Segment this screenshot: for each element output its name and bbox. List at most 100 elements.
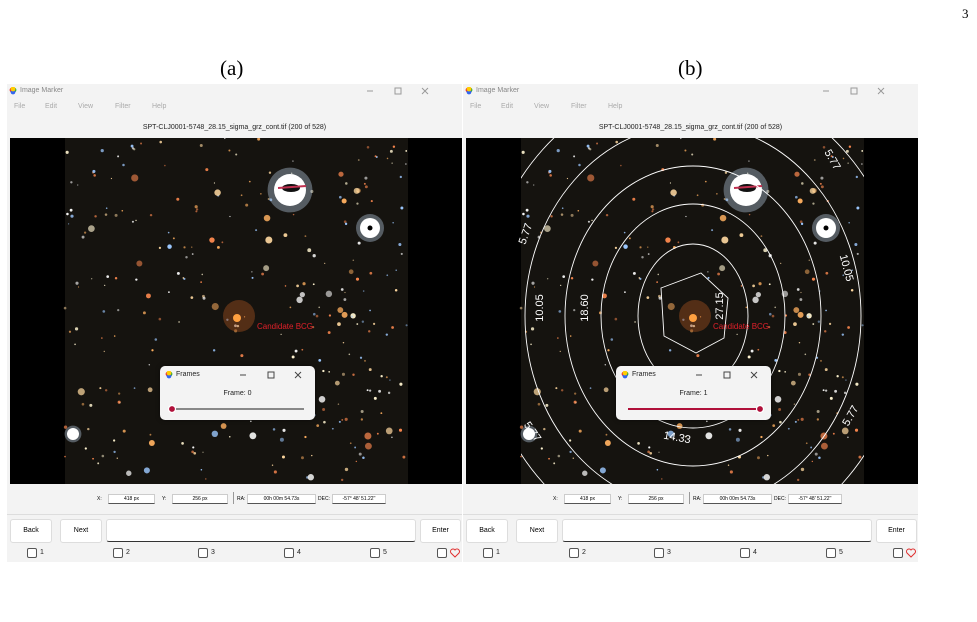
- star: [191, 450, 194, 454]
- star: [359, 356, 363, 359]
- checkbox[interactable]: [893, 548, 903, 558]
- star: [364, 359, 366, 362]
- star: [800, 467, 805, 472]
- star: [112, 439, 116, 442]
- checkbox[interactable]: [740, 548, 750, 558]
- star: [362, 290, 365, 292]
- menu-item[interactable]: Edit: [501, 103, 514, 110]
- star: [337, 322, 341, 327]
- menu-item[interactable]: Edit: [45, 103, 58, 110]
- star: [353, 187, 360, 194]
- star: [312, 254, 316, 258]
- image-title: SPT-CLJ0001-5748_28.15_sigma_grz_cont.ti…: [142, 124, 327, 131]
- star: [234, 329, 238, 333]
- star: [520, 455, 522, 458]
- checkbox[interactable]: [826, 548, 836, 558]
- button[interactable]: Next: [516, 519, 558, 543]
- star: [825, 309, 827, 312]
- star: [200, 281, 202, 283]
- checkbox[interactable]: [654, 548, 664, 558]
- field-value[interactable]: 256 px: [172, 494, 228, 504]
- field-value[interactable]: -57° 48' 51.22'': [332, 494, 386, 504]
- star: [74, 343, 76, 346]
- menu-item[interactable]: File: [470, 103, 482, 110]
- menu-item[interactable]: View: [534, 103, 550, 110]
- field-value[interactable]: 00h 00m 54.73s: [247, 494, 316, 504]
- checkbox[interactable]: [284, 548, 294, 558]
- field-value[interactable]: -57° 48' 51.22'': [788, 494, 842, 504]
- star: [721, 236, 729, 244]
- star: [67, 223, 70, 225]
- menu-item[interactable]: Help: [152, 103, 167, 110]
- star: [158, 317, 162, 321]
- star: [763, 248, 768, 253]
- star: [341, 198, 347, 204]
- field-value[interactable]: 418 px: [108, 494, 155, 504]
- checkbox[interactable]: [437, 548, 447, 558]
- star: [251, 271, 253, 273]
- star: [211, 430, 219, 438]
- star: [249, 432, 257, 440]
- star: [647, 450, 650, 454]
- star: [178, 321, 180, 323]
- star: [221, 241, 224, 244]
- close: [294, 371, 302, 379]
- field-value[interactable]: 256 px: [628, 494, 684, 504]
- button[interactable]: Back: [466, 519, 508, 543]
- icon-dot: [166, 371, 172, 376]
- star: [787, 427, 790, 430]
- star: [614, 317, 618, 321]
- favorite-heart[interactable]: [906, 548, 916, 558]
- star: [544, 225, 551, 232]
- field-value[interactable]: 00h 00m 54.73s: [703, 494, 772, 504]
- star: [307, 248, 312, 253]
- menu-item[interactable]: File: [14, 103, 26, 110]
- star: [248, 180, 251, 183]
- star: [255, 229, 258, 232]
- star: [385, 333, 389, 336]
- star: [405, 150, 408, 152]
- star: [797, 372, 802, 376]
- star: [757, 348, 760, 351]
- favorite-heart[interactable]: [450, 548, 460, 558]
- star: [793, 307, 800, 314]
- star: [391, 326, 394, 329]
- contour: [524, 138, 862, 484]
- menu-item[interactable]: Filter: [571, 103, 587, 110]
- contour: [564, 165, 822, 467]
- checkbox[interactable]: [569, 548, 579, 558]
- checkbox[interactable]: [113, 548, 123, 558]
- star: [296, 284, 299, 288]
- star: [586, 144, 590, 148]
- button[interactable]: Next: [60, 519, 102, 543]
- checkbox[interactable]: [198, 548, 208, 558]
- star: [70, 214, 74, 218]
- menu-item[interactable]: Help: [608, 103, 623, 110]
- button[interactable]: Enter: [876, 519, 917, 543]
- star: [101, 337, 103, 339]
- star: [800, 291, 802, 294]
- button[interactable]: Back: [10, 519, 52, 543]
- star: [145, 293, 151, 299]
- button[interactable]: Enter: [420, 519, 461, 543]
- star: [343, 298, 347, 301]
- comment-input[interactable]: [562, 519, 872, 542]
- field-value[interactable]: 418 px: [564, 494, 611, 504]
- star: [74, 327, 79, 331]
- star: [819, 182, 822, 185]
- star: [519, 306, 523, 310]
- checkbox[interactable]: [27, 548, 37, 558]
- checkbox[interactable]: [370, 548, 380, 558]
- star: [392, 222, 394, 224]
- menu-item[interactable]: Filter: [115, 103, 131, 110]
- checkbox[interactable]: [483, 548, 493, 558]
- star: [537, 402, 541, 406]
- menu-item[interactable]: View: [78, 103, 94, 110]
- star: [570, 213, 574, 217]
- comment-input[interactable]: [106, 519, 416, 542]
- star: [200, 468, 203, 471]
- star: [526, 181, 529, 184]
- star: [656, 468, 659, 471]
- star: [195, 210, 198, 213]
